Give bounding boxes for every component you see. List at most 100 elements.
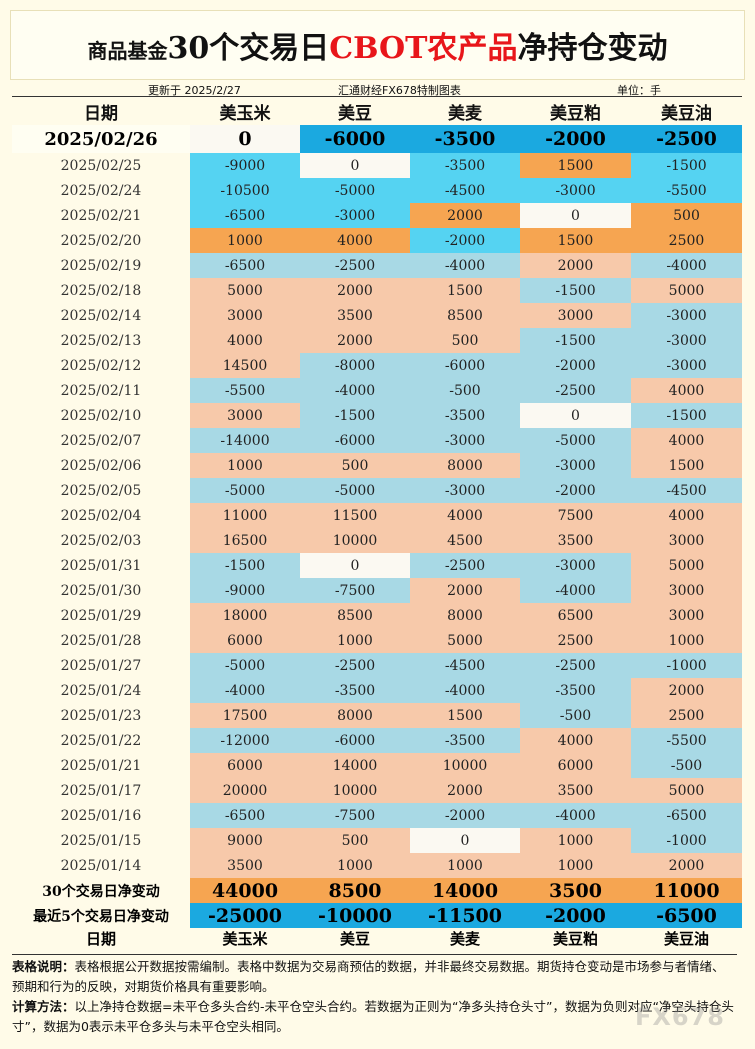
row-cell: -4500	[631, 478, 742, 503]
row-cell: -6500	[190, 803, 300, 828]
sum30-cell: 3500	[520, 878, 631, 903]
row-cell: -2500	[520, 653, 631, 678]
row-cell: -500	[520, 703, 631, 728]
row-cell: 4000	[190, 328, 300, 353]
row-cell: 6000	[190, 628, 300, 653]
row-cell: 8000	[410, 603, 520, 628]
note-label-2: 计算方法：	[12, 999, 75, 1014]
row-cell: 3000	[631, 528, 742, 553]
notes: 表格说明：表格根据公开数据按需编制。表格中数据为交易商预估的数据，并非最终交易数…	[12, 954, 737, 1037]
row-cell: 16500	[190, 528, 300, 553]
row-date: 2025/02/25	[12, 153, 190, 178]
table-row: 2025/01/27 -5000 -2500 -4500 -2500 -1000	[12, 653, 742, 678]
row-cell: -500	[631, 753, 742, 778]
row-cell: 1500	[410, 703, 520, 728]
row-date: 2025/01/21	[12, 753, 190, 778]
row-cell: 8500	[300, 603, 410, 628]
row-date: 2025/02/19	[12, 253, 190, 278]
sum5-cell: -6500	[631, 903, 742, 928]
header-soymeal: 美豆粕	[520, 96, 631, 125]
header-date: 日期	[12, 96, 190, 125]
row-date: 2025/01/17	[12, 778, 190, 803]
row-cell: 6000	[520, 753, 631, 778]
row-cell: 3000	[190, 303, 300, 328]
row-cell: 1000	[631, 628, 742, 653]
row-cell: 3000	[631, 603, 742, 628]
row-cell: -3000	[300, 203, 410, 228]
row-cell: -1500	[520, 328, 631, 353]
row-date: 2025/02/21	[12, 203, 190, 228]
row-cell: -2500	[300, 653, 410, 678]
header-row: 日期 美玉米 美豆 美麦 美豆粕 美豆油	[12, 96, 742, 125]
row-cell: 1500	[410, 278, 520, 303]
row-cell: 1500	[631, 453, 742, 478]
row-cell: 2000	[410, 578, 520, 603]
row-date: 2025/01/24	[12, 678, 190, 703]
table-row: 2025/02/11 -5500 -4000 -500 -2500 4000	[12, 378, 742, 403]
row-cell: 1500	[520, 153, 631, 178]
row-date: 2025/02/11	[12, 378, 190, 403]
row-cell: -4000	[631, 253, 742, 278]
title-red: CBOT农产品	[329, 31, 518, 66]
row-cell: -500	[410, 378, 520, 403]
table-row: 2025/02/06 1000 500 8000 -3000 1500	[12, 453, 742, 478]
header-soyoil: 美豆油	[631, 96, 742, 125]
sum5-label: 最近5个交易日净变动	[12, 903, 190, 928]
row-cell: 9000	[190, 828, 300, 853]
sum5-cell: -25000	[190, 903, 300, 928]
row-cell: 5000	[631, 553, 742, 578]
row-cell: -3000	[520, 553, 631, 578]
row-cell: 500	[410, 328, 520, 353]
footer-header-row: 日期 美玉米 美豆 美麦 美豆粕 美豆油	[12, 928, 742, 949]
note-label-1: 表格说明：	[12, 959, 75, 974]
table-row: 2025/01/21 6000 14000 10000 6000 -500	[12, 753, 742, 778]
row-cell: 0	[300, 153, 410, 178]
sum5-cell: -11500	[410, 903, 520, 928]
table-row: 2025/02/03 16500 10000 4500 3500 3000	[12, 528, 742, 553]
row-cell: 2000	[631, 678, 742, 703]
row-cell: 2500	[631, 228, 742, 253]
note-method: 计算方法：以上净持仓数据=未平仓多头合约-未平仓空头合约。若数据为正则为“净多头…	[12, 997, 737, 1037]
row-cell: -5500	[631, 728, 742, 753]
row-cell: 4000	[631, 428, 742, 453]
row-cell: 3500	[520, 528, 631, 553]
row-cell: -9000	[190, 578, 300, 603]
table-row: 2025/01/22 -12000 -6000 -3500 4000 -5500	[12, 728, 742, 753]
table-body: 2025/02/26 0 -6000 -3500 -2000 -2500 202…	[12, 125, 742, 878]
row-cell: 3000	[190, 403, 300, 428]
title-rest: 净持仓变动	[517, 31, 668, 66]
table-row: 2025/02/04 11000 11500 4000 7500 4000	[12, 503, 742, 528]
row-date: 2025/01/28	[12, 628, 190, 653]
row-date: 2025/02/05	[12, 478, 190, 503]
row-cell: 1000	[520, 853, 631, 878]
footer-corn: 美玉米	[190, 928, 300, 949]
row-cell: -5500	[190, 378, 300, 403]
row-cell: -4000	[410, 253, 520, 278]
note-description: 表格说明：表格根据公开数据按需编制。表格中数据为交易商预估的数据，并非最终交易数…	[12, 957, 737, 997]
row-cell: -6500	[190, 203, 300, 228]
table-row: 2025/01/14 3500 1000 1000 1000 2000	[12, 853, 742, 878]
row-date: 2025/01/27	[12, 653, 190, 678]
latest-cell: 0	[190, 125, 300, 153]
row-cell: 1000	[520, 828, 631, 853]
title-prefix: 商品基金	[87, 39, 168, 63]
row-cell: 500	[631, 203, 742, 228]
table-row: 2025/01/15 9000 500 0 1000 -1000	[12, 828, 742, 853]
row-cell: 14500	[190, 353, 300, 378]
row-cell: -5000	[190, 653, 300, 678]
row-cell: 1000	[190, 453, 300, 478]
row-cell: -4500	[410, 178, 520, 203]
row-cell: 10000	[300, 778, 410, 803]
row-cell: -1000	[631, 828, 742, 853]
latest-cell: -3500	[410, 125, 520, 153]
row-cell: 4000	[520, 728, 631, 753]
row-cell: 2000	[300, 278, 410, 303]
row-cell: 3500	[300, 303, 410, 328]
row-cell: 2500	[631, 703, 742, 728]
table-row: 2025/02/14 3000 3500 8500 3000 -3000	[12, 303, 742, 328]
row-cell: 2500	[520, 628, 631, 653]
table-row: 2025/01/29 18000 8500 8000 6500 3000	[12, 603, 742, 628]
row-cell: -3500	[410, 403, 520, 428]
source-text: 汇通财经FX678特制图表	[338, 84, 461, 97]
row-cell: -3000	[410, 428, 520, 453]
